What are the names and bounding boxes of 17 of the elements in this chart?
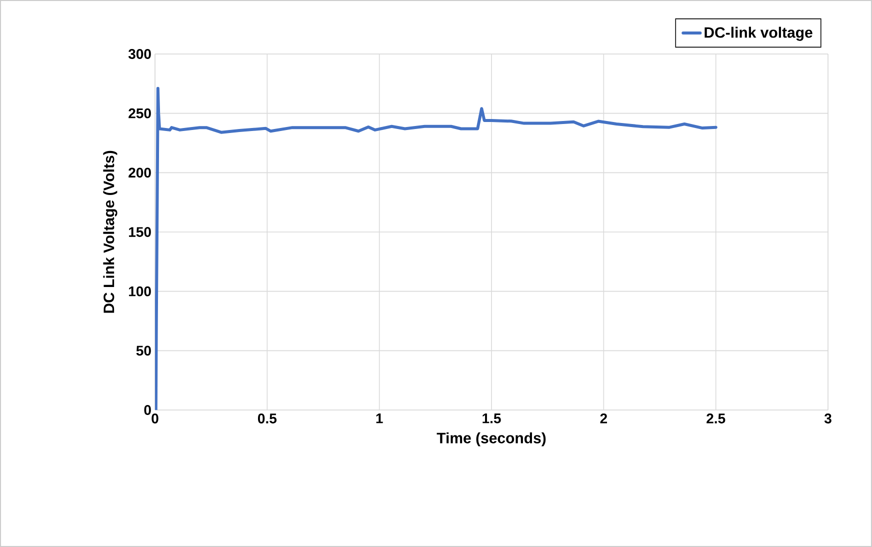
y-tick-label: 100 (128, 286, 151, 296)
y-axis-title: DC Link Voltage (Volts) (103, 150, 118, 313)
y-tick-label: 150 (128, 227, 151, 237)
x-tick-label: 3 (824, 414, 832, 424)
x-tick-label: 0 (152, 414, 158, 424)
x-tick-label: 2.5 (706, 414, 726, 424)
x-tick-label: 1.5 (482, 414, 501, 424)
y-tick-label: 0 (144, 405, 151, 415)
x-tick-label: 1 (376, 414, 383, 424)
y-tick-label: 50 (136, 346, 151, 356)
x-axis-title: Time (seconds) (436, 432, 546, 446)
legend-label: DC-link voltage (704, 26, 812, 41)
y-tick-label: 250 (128, 108, 151, 118)
y-tick-label: 300 (128, 49, 151, 59)
y-tick-label: 200 (128, 168, 151, 178)
x-tick-label: 2 (600, 414, 608, 424)
x-tick-label: 0.5 (258, 414, 277, 424)
